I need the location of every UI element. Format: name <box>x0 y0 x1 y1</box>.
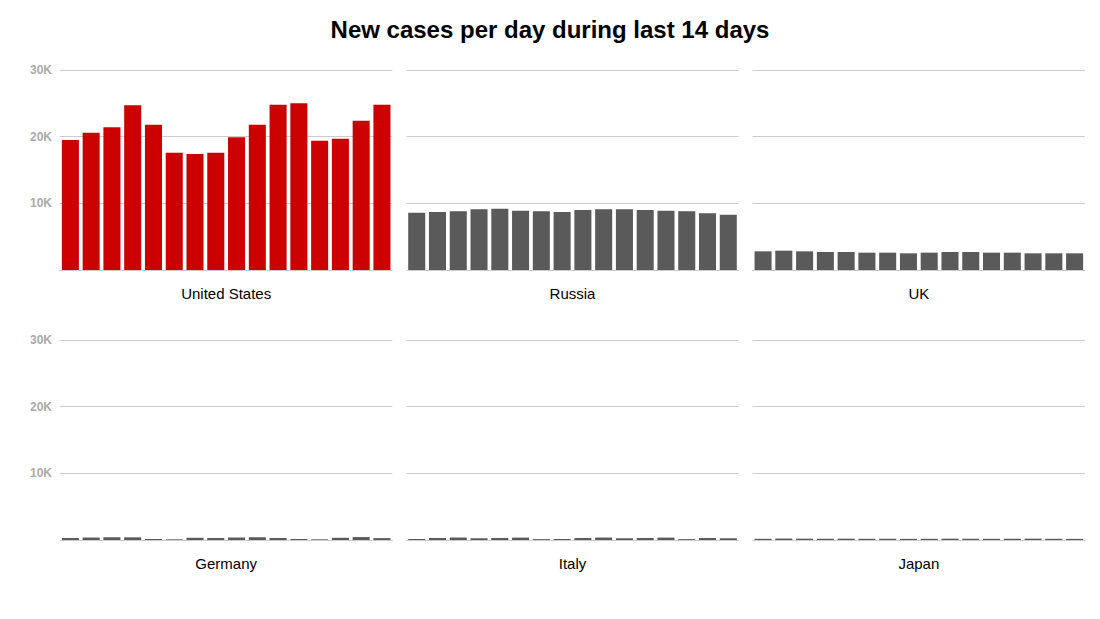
svg-text:10K: 10K <box>30 466 52 480</box>
svg-text:Japan: Japan <box>898 555 939 572</box>
svg-text:New cases per day during last: New cases per day during last 14 days <box>331 16 770 43</box>
svg-text:United States: United States <box>181 285 271 302</box>
svg-text:20K: 20K <box>30 400 52 414</box>
svg-text:Germany: Germany <box>195 555 257 572</box>
svg-text:Russia: Russia <box>550 285 597 302</box>
svg-text:Italy: Italy <box>559 555 587 572</box>
svg-text:30K: 30K <box>30 333 52 347</box>
svg-text:30K: 30K <box>30 63 52 77</box>
svg-text:20K: 20K <box>30 130 52 144</box>
svg-text:UK: UK <box>908 285 929 302</box>
svg-text:10K: 10K <box>30 196 52 210</box>
